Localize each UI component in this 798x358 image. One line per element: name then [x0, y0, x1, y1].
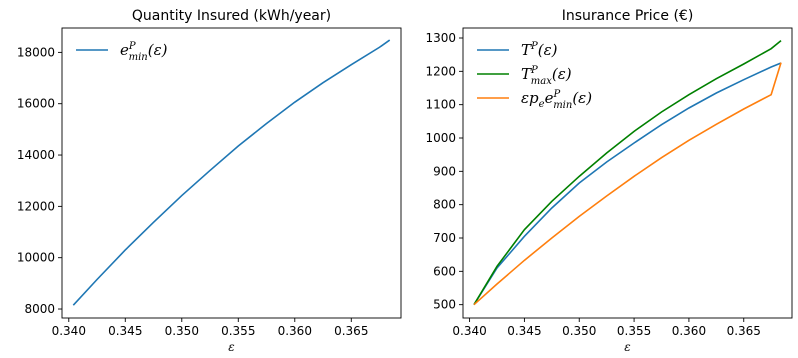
y-tick-label: 1000	[425, 131, 456, 145]
legend-label: eP min(ε)	[120, 41, 168, 63]
x-tick-label: 0.340	[52, 324, 86, 338]
plot-frame	[61, 27, 402, 319]
x-tick-label: 0.360	[672, 324, 706, 338]
series-line-0	[473, 62, 782, 306]
series-line-1	[473, 40, 782, 306]
y-tick-label: 1100	[425, 98, 456, 112]
series-line-0	[72, 39, 391, 306]
legend-label: εpeeP min(ε)	[521, 89, 592, 111]
legend-label: TP max(ε)	[521, 65, 572, 87]
y-tick-label: 8000	[24, 302, 55, 316]
y-tick-label: 900	[433, 164, 456, 178]
x-tick-label: 0.360	[278, 324, 312, 338]
y-tick-label: 1300	[425, 31, 456, 45]
x-tick-label: 0.365	[727, 324, 761, 338]
x-axis-label: ε	[624, 340, 630, 354]
x-tick-label: 0.350	[165, 324, 199, 338]
x-tick-label: 0.340	[452, 324, 486, 338]
legend-label: TP(ε)	[521, 41, 558, 59]
y-tick-label: 18000	[17, 45, 55, 59]
plot-frame	[462, 27, 793, 319]
chart-quantity-insured: Quantity Insured (kWh/year) 0.340 0.345 0.3…	[17, 8, 402, 354]
legend: eP min(ε)	[76, 41, 168, 63]
x-tick-label: 0.345	[108, 324, 142, 338]
y-tick-label: 800	[433, 198, 456, 212]
y-tick-label: 500	[433, 298, 456, 312]
x-tick-label: 0.355	[617, 324, 651, 338]
chart-insurance-price: Insurance Price (€) 0.340 0.345 0.350 0.355 0…	[425, 8, 793, 354]
y-tick-label: 12000	[17, 199, 55, 213]
series-line-2	[473, 62, 782, 306]
y-tick-label: 1200	[425, 64, 456, 78]
x-axis-label: ε	[228, 340, 234, 354]
x-tick-label: 0.355	[221, 324, 255, 338]
chart-title: Insurance Price (€)	[562, 8, 694, 24]
y-tick-label: 600	[433, 264, 456, 278]
legend: TP(ε) TP max(ε)εpeeP min(ε)	[477, 41, 592, 111]
x-tick-label: 0.345	[507, 324, 541, 338]
x-tick-label: 0.350	[562, 324, 596, 338]
y-tick-label: 14000	[17, 148, 55, 162]
x-tick-label: 0.365	[334, 324, 368, 338]
y-tick-label: 700	[433, 231, 456, 245]
y-tick-label: 10000	[17, 251, 55, 265]
y-tick-label: 16000	[17, 97, 55, 111]
chart-title: Quantity Insured (kWh/year)	[132, 8, 331, 24]
